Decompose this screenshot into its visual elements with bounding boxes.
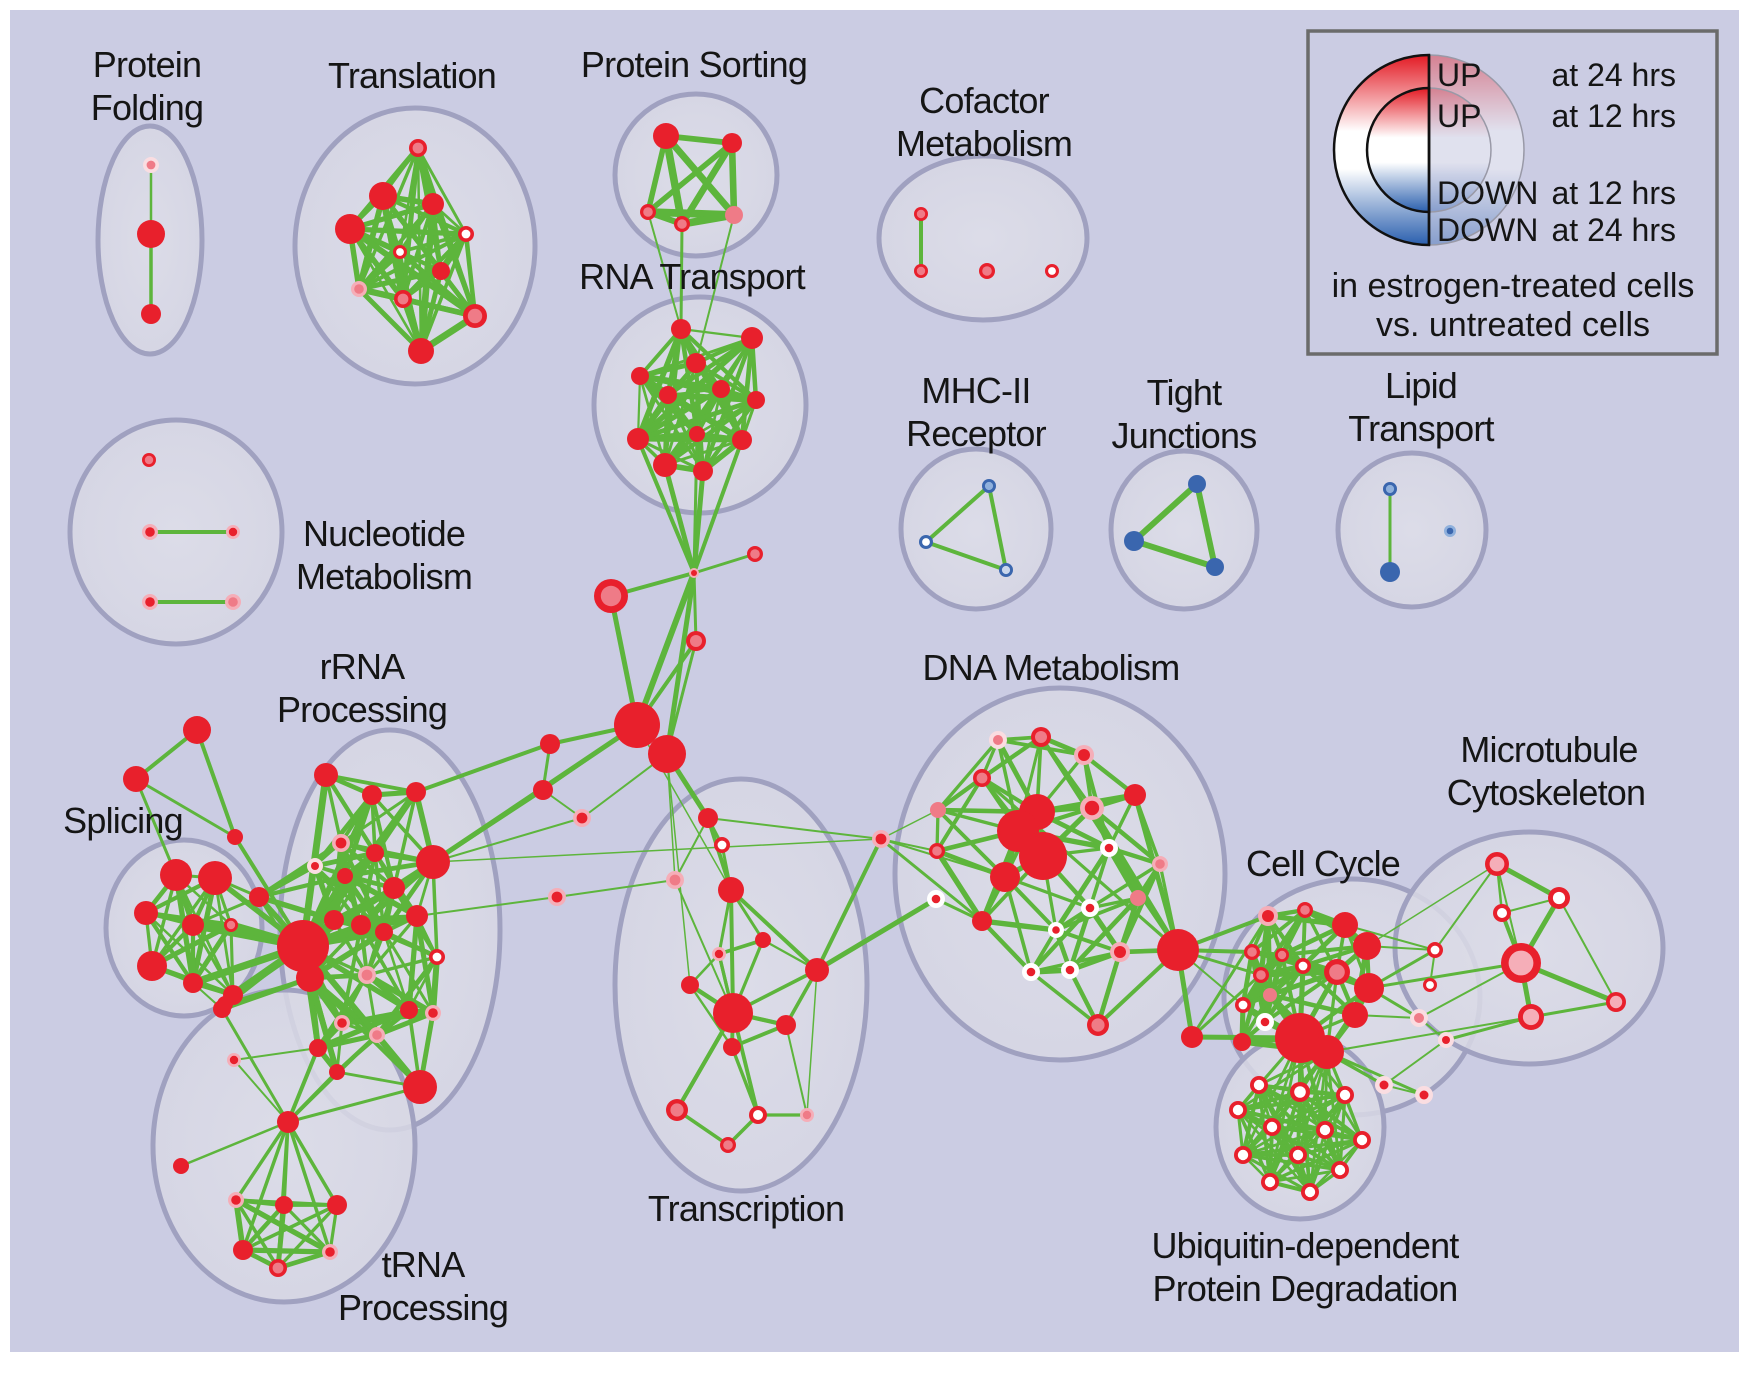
svg-text:Transcription: Transcription [648, 1188, 844, 1229]
svg-text:rRNA: rRNA [320, 646, 406, 687]
svg-text:MHC-II: MHC-II [921, 370, 1030, 411]
svg-text:Ubiquitin-dependent: Ubiquitin-dependent [1151, 1225, 1459, 1266]
svg-text:vs. untreated cells: vs. untreated cells [1376, 306, 1650, 344]
svg-text:RNA Transport: RNA Transport [579, 256, 805, 297]
svg-text:Metabolism: Metabolism [896, 123, 1072, 164]
svg-text:Tight: Tight [1147, 372, 1222, 413]
svg-text:at 24 hrs: at 24 hrs [1551, 212, 1676, 248]
svg-text:at 12 hrs: at 12 hrs [1551, 175, 1676, 211]
svg-text:DNA Metabolism: DNA Metabolism [923, 647, 1180, 688]
svg-text:Splicing: Splicing [63, 800, 183, 841]
svg-text:Protein Sorting: Protein Sorting [581, 44, 807, 85]
svg-text:DOWN: DOWN [1437, 175, 1538, 211]
svg-text:Metabolism: Metabolism [296, 556, 472, 597]
svg-text:Nucleotide: Nucleotide [303, 513, 465, 554]
svg-text:Protein: Protein [93, 44, 201, 85]
svg-text:Cofactor: Cofactor [919, 80, 1049, 121]
svg-text:Translation: Translation [328, 55, 496, 96]
svg-text:Cell Cycle: Cell Cycle [1246, 843, 1400, 884]
svg-text:DOWN: DOWN [1437, 212, 1538, 248]
svg-text:Folding: Folding [91, 87, 203, 128]
svg-text:UP: UP [1437, 57, 1481, 93]
svg-text:at 12 hrs: at 12 hrs [1551, 98, 1676, 134]
svg-text:Junctions: Junctions [1112, 415, 1257, 456]
svg-text:tRNA: tRNA [382, 1244, 466, 1285]
svg-text:at 24 hrs: at 24 hrs [1551, 57, 1676, 93]
svg-text:Lipid: Lipid [1385, 365, 1457, 406]
svg-text:Processing: Processing [277, 689, 447, 730]
svg-text:Transport: Transport [1348, 408, 1494, 449]
svg-text:Receptor: Receptor [906, 413, 1046, 454]
svg-text:in estrogen-treated cells: in estrogen-treated cells [1332, 267, 1695, 305]
svg-text:UP: UP [1437, 98, 1481, 134]
svg-text:Processing: Processing [338, 1287, 508, 1328]
svg-text:Protein Degradation: Protein Degradation [1152, 1268, 1457, 1309]
svg-text:Cytoskeleton: Cytoskeleton [1447, 772, 1646, 813]
svg-text:Microtubule: Microtubule [1460, 729, 1637, 770]
